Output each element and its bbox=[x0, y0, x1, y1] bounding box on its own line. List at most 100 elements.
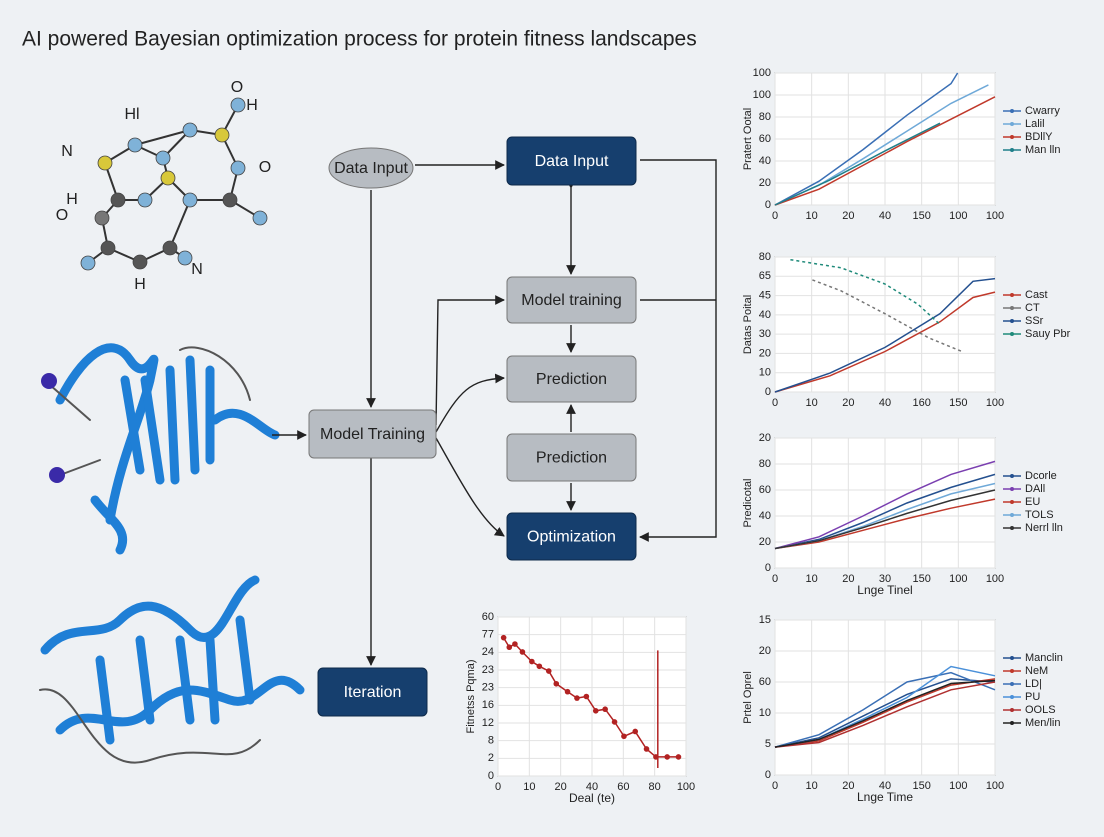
node-label: Prediction bbox=[536, 371, 607, 388]
atom bbox=[177, 250, 193, 266]
x-tick-label: 0 bbox=[495, 781, 501, 793]
mini-chart: 0 10 20 40 60 80 100 0 2 8 12 16 23 23 24 77 60 Fitnetss … bbox=[465, 611, 695, 805]
y-tick-label: 60 bbox=[759, 676, 771, 688]
x-tick-label: 40 bbox=[879, 210, 891, 222]
y-tick-label: 0 bbox=[488, 770, 494, 782]
x-axis-label: Lnge Tinel bbox=[857, 583, 912, 597]
x-tick-label: 30 bbox=[879, 573, 891, 585]
legend-marker bbox=[1010, 122, 1014, 126]
legend-label: SSr bbox=[1025, 315, 1044, 327]
x-tick-label: 10 bbox=[806, 573, 818, 585]
x-tick-label: 150 bbox=[912, 210, 930, 222]
legend-marker bbox=[1010, 306, 1014, 310]
x-tick-label: 150 bbox=[912, 780, 930, 792]
point bbox=[512, 641, 518, 647]
node-shape bbox=[506, 433, 637, 482]
legend-marker bbox=[1010, 487, 1014, 491]
node-shape bbox=[506, 512, 637, 561]
point bbox=[583, 693, 590, 700]
y-axis-label: Fitnetss Pqma) bbox=[465, 660, 477, 734]
y-tick-label: 20 bbox=[759, 177, 771, 189]
x-tick-label: 100 bbox=[986, 780, 1004, 792]
y-tick-label: 100 bbox=[753, 67, 771, 79]
legend-marker bbox=[1010, 109, 1014, 113]
point bbox=[545, 668, 552, 674]
legend-marker bbox=[1010, 526, 1014, 530]
legend-label: BDllY bbox=[1025, 131, 1053, 143]
atom-label: Hl bbox=[124, 106, 139, 123]
x-tick-label: 10 bbox=[523, 781, 535, 793]
atom bbox=[80, 255, 96, 271]
ribbon bbox=[210, 408, 280, 440]
x-tick-label: 0 bbox=[772, 780, 778, 792]
y-tick-label: 80 bbox=[759, 111, 771, 123]
flow-node: Data Input bbox=[328, 147, 414, 189]
x-tick-label: 10 bbox=[806, 780, 818, 792]
atom bbox=[100, 240, 116, 256]
loop bbox=[39, 688, 261, 764]
arrow bbox=[639, 159, 717, 542]
y-tick-label: 23 bbox=[482, 682, 494, 694]
y-tick-label: 40 bbox=[759, 510, 771, 522]
bond bbox=[169, 199, 191, 249]
legend-marker bbox=[1010, 682, 1014, 686]
atom bbox=[160, 170, 176, 186]
y-tick-label: 20 bbox=[759, 536, 771, 548]
x-tick-label: 10 bbox=[806, 210, 818, 222]
y-tick-label: 2 bbox=[488, 752, 494, 764]
legend-label: Lalil bbox=[1025, 118, 1045, 130]
x-tick-label: 0 bbox=[772, 210, 778, 222]
series-line bbox=[812, 279, 963, 353]
y-tick-label: 16 bbox=[482, 699, 494, 711]
y-tick-label: 0 bbox=[765, 769, 771, 781]
point bbox=[632, 728, 639, 735]
legend-marker bbox=[1010, 135, 1014, 139]
x-tick-label: 100 bbox=[949, 210, 967, 222]
atom bbox=[97, 155, 113, 171]
point bbox=[529, 658, 535, 665]
ribbon bbox=[40, 575, 260, 655]
atom bbox=[137, 192, 153, 208]
legend-label: PU bbox=[1025, 691, 1040, 703]
atom bbox=[214, 127, 230, 143]
node-label: Prediction bbox=[536, 450, 607, 467]
series-line bbox=[774, 291, 996, 393]
series-line bbox=[774, 489, 996, 550]
ribbon bbox=[55, 343, 159, 525]
legend-label: Cast bbox=[1025, 289, 1048, 301]
y-axis-label: Predicotal bbox=[742, 479, 754, 528]
x-tick-label: 100 bbox=[949, 780, 967, 792]
x-tick-label: 100 bbox=[677, 781, 695, 793]
point bbox=[602, 706, 608, 713]
atom bbox=[182, 192, 198, 208]
point bbox=[574, 695, 580, 701]
legend-label: Cwarry bbox=[1025, 105, 1060, 117]
flow-node: Model Training bbox=[308, 409, 437, 459]
atom bbox=[252, 210, 268, 226]
atom bbox=[41, 373, 57, 389]
y-tick-label: 5 bbox=[765, 738, 771, 750]
x-tick-label: 150 bbox=[949, 397, 967, 409]
legend-marker bbox=[1010, 695, 1014, 699]
atom-label: O bbox=[259, 159, 271, 176]
legend-label: TOLS bbox=[1025, 509, 1054, 521]
atom bbox=[127, 137, 143, 153]
mini-chart: 0 10 20 30 150 100 100 0 20 40 60 80 20 Predicotal Lng… bbox=[742, 432, 1063, 597]
atom bbox=[49, 467, 65, 483]
flow-node: Prediction bbox=[506, 355, 637, 403]
atom bbox=[132, 254, 148, 270]
flow-node: Model training bbox=[506, 276, 637, 324]
x-tick-label: 20 bbox=[842, 397, 854, 409]
y-tick-label: 8 bbox=[488, 735, 494, 747]
protein-illustrations bbox=[39, 343, 305, 764]
legend-label: Dcorle bbox=[1025, 470, 1057, 482]
legend-marker bbox=[1010, 474, 1014, 478]
y-tick-label: 30 bbox=[759, 328, 771, 340]
y-tick-label: 10 bbox=[759, 367, 771, 379]
atom bbox=[222, 192, 238, 208]
atom bbox=[182, 122, 198, 138]
x-axis-label: Lnge Time bbox=[857, 790, 913, 804]
